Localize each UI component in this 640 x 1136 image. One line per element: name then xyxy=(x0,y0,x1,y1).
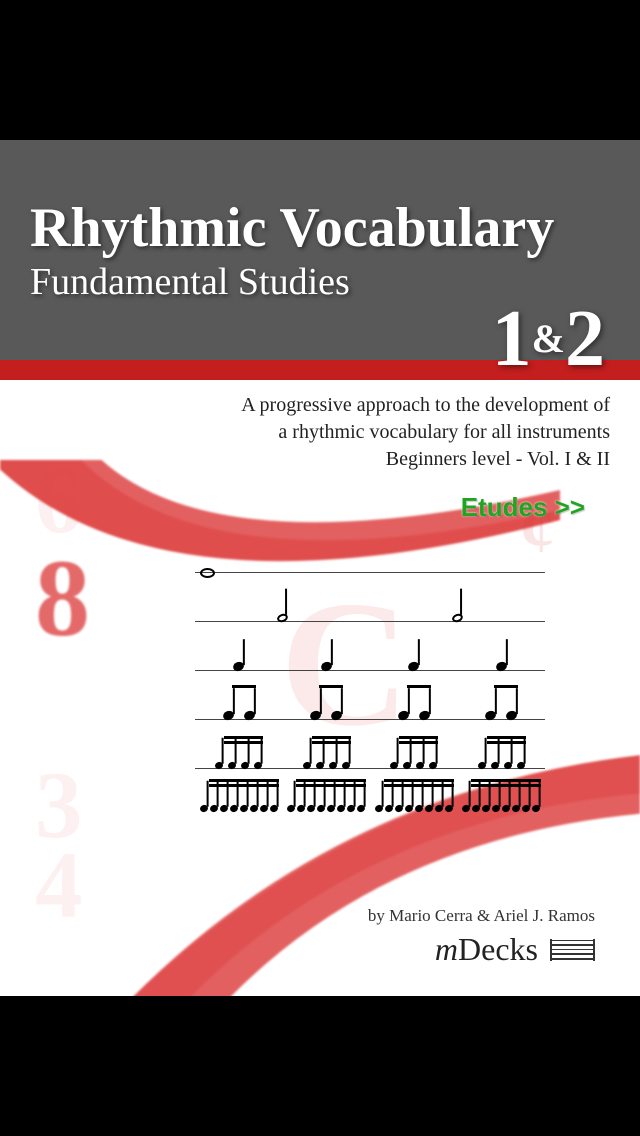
eighth-group-icon xyxy=(485,711,517,720)
staff-row-eighth xyxy=(195,675,545,720)
thirtysecond-group-icon xyxy=(200,805,278,812)
quarter-note-icon xyxy=(495,660,508,672)
thirtysecond-group-icon xyxy=(287,805,365,812)
notation-area xyxy=(195,528,545,822)
eighth-group-icon xyxy=(310,711,342,720)
quarter-note-icon xyxy=(320,660,333,672)
quarter-note-icon xyxy=(232,660,245,672)
logo-text: mDecks xyxy=(435,931,538,968)
description-block: A progressive approach to the developmen… xyxy=(180,392,610,473)
volume-2: 2 xyxy=(565,295,605,383)
staff-row-sixteenth xyxy=(195,724,545,769)
desc-line-2: a rhythmic vocabulary for all instrument… xyxy=(180,419,610,446)
publisher-logo: mDecks xyxy=(435,931,595,968)
desc-line-1: A progressive approach to the developmen… xyxy=(180,392,610,419)
author-line: by Mario Cerra & Ariel J. Ramos xyxy=(368,906,595,926)
desc-line-3: Beginners level - Vol. I & II xyxy=(180,446,610,473)
sixteenth-group-icon xyxy=(303,762,350,769)
eighth-group-icon xyxy=(223,711,255,720)
sixteenth-group-icon xyxy=(478,762,525,769)
volume-1: 1 xyxy=(492,295,532,383)
header-region: Rhythmic Vocabulary Fundamental Studies … xyxy=(0,140,640,360)
half-note-icon xyxy=(451,612,464,623)
etudes-button[interactable]: Etudes >> xyxy=(461,492,585,523)
quarter-note-icon xyxy=(407,660,420,672)
staff-row-whole xyxy=(195,528,545,573)
staff-row-quarter xyxy=(195,626,545,671)
sixteenth-group-icon xyxy=(215,762,262,769)
volume-label: 1&2 xyxy=(492,294,605,385)
staff-row-thirtysecond xyxy=(195,773,545,818)
staff-row-half xyxy=(195,577,545,622)
thirtysecond-group-icon xyxy=(375,805,453,812)
volume-amp: & xyxy=(532,316,565,361)
body-region: 6 8 3 4 C ¢ A progressive approach to th… xyxy=(0,380,640,996)
thirtysecond-group-icon xyxy=(462,805,540,812)
sixteenth-group-icon xyxy=(390,762,437,769)
staff-lines-icon xyxy=(550,939,595,961)
eighth-group-icon xyxy=(398,711,430,720)
half-note-icon xyxy=(276,612,289,623)
main-title: Rhythmic Vocabulary xyxy=(30,200,610,256)
cover-page: Rhythmic Vocabulary Fundamental Studies … xyxy=(0,140,640,996)
